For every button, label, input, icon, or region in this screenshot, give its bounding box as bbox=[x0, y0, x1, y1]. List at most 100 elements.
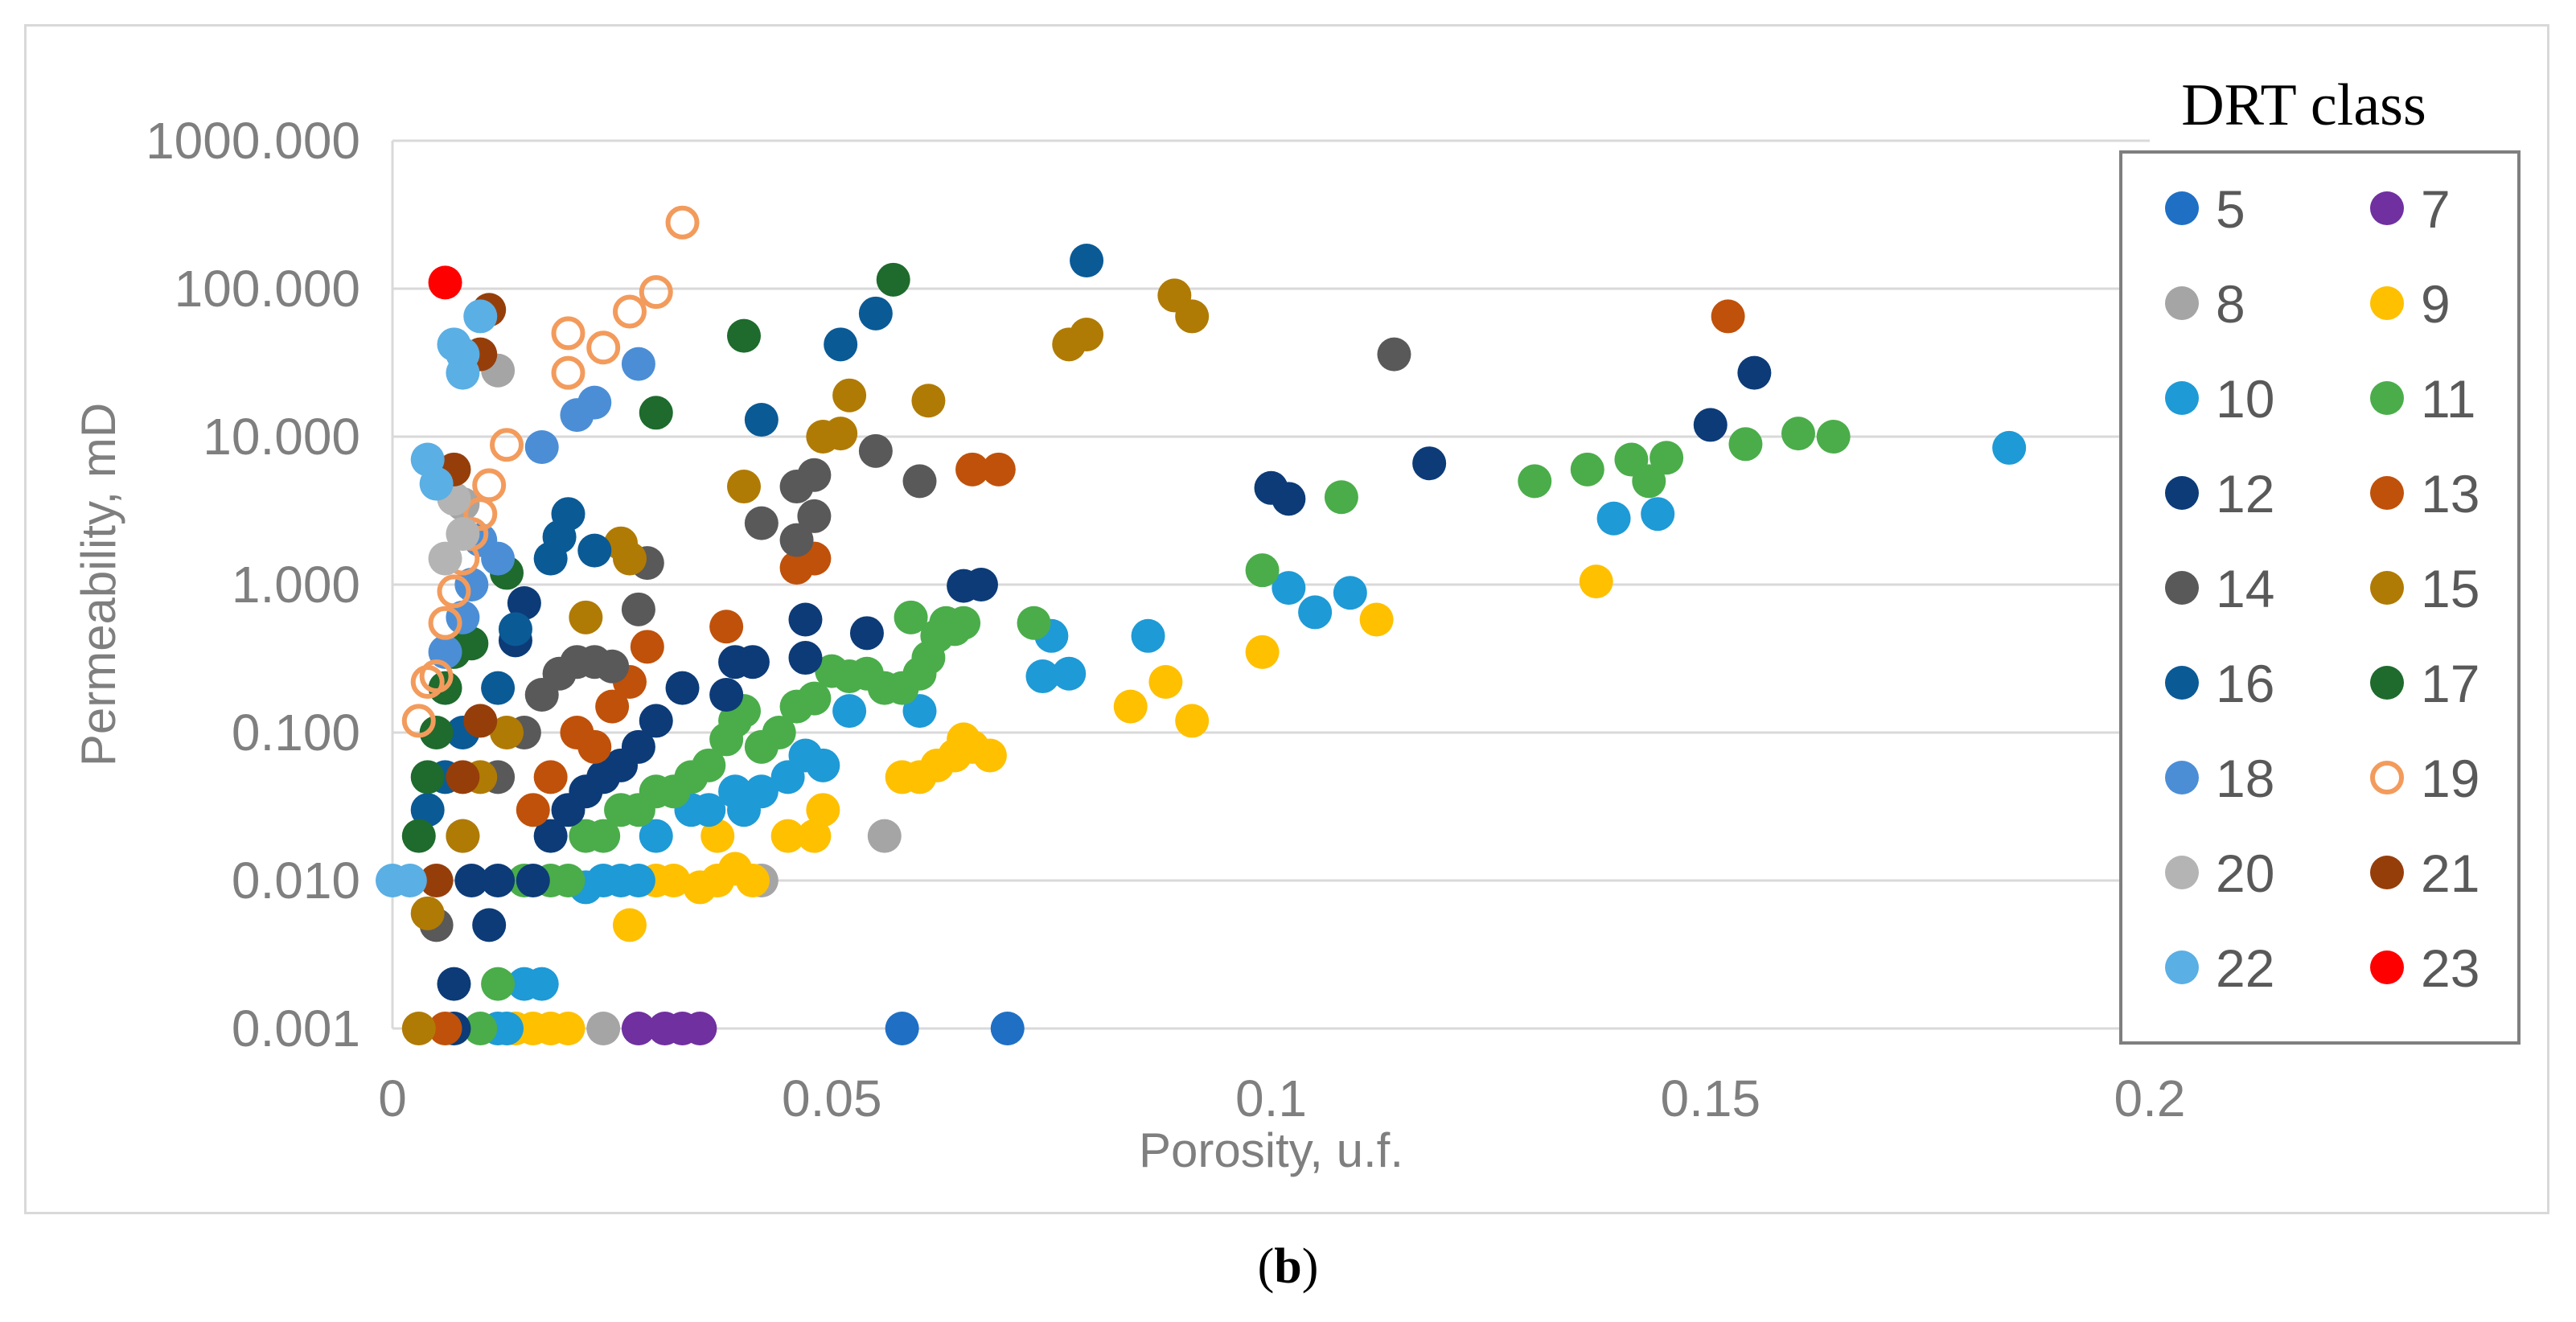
data-point-class-19 bbox=[612, 294, 647, 329]
legend-label-12: 12 bbox=[2216, 464, 2274, 523]
legend-marker-16 bbox=[2165, 666, 2199, 700]
data-point-class-14 bbox=[797, 458, 832, 492]
data-point-class-12 bbox=[481, 864, 516, 897]
data-point-class-11 bbox=[692, 748, 726, 782]
data-point-class-9 bbox=[700, 819, 735, 853]
data-point-class-8 bbox=[867, 819, 902, 853]
legend-label-20: 20 bbox=[2216, 844, 2274, 903]
data-point-class-16 bbox=[551, 497, 585, 532]
data-point-class-15 bbox=[612, 541, 647, 576]
data-point-class-13 bbox=[428, 1012, 462, 1045]
data-point-class-9 bbox=[656, 864, 691, 897]
data-point-class-10 bbox=[1992, 430, 2027, 465]
y-tick-label: 10.000 bbox=[203, 408, 360, 466]
legend-marker-10 bbox=[2165, 381, 2199, 415]
data-point-class-15 bbox=[1070, 318, 1104, 352]
x-tick-label: 0.1 bbox=[1235, 1070, 1307, 1127]
data-point-class-9 bbox=[1148, 664, 1183, 699]
legend-label-23: 23 bbox=[2421, 938, 2479, 998]
data-point-class-22 bbox=[446, 355, 480, 390]
data-point-class-9 bbox=[1579, 565, 1613, 599]
data-point-class-9 bbox=[1175, 704, 1210, 738]
data-point-class-11 bbox=[1017, 606, 1051, 640]
data-point-class-17 bbox=[639, 396, 673, 430]
y-tick-label: 1.000 bbox=[232, 556, 360, 614]
y-tick-label: 0.100 bbox=[232, 704, 360, 762]
data-point-class-18 bbox=[577, 385, 612, 420]
legend-marker-20 bbox=[2165, 856, 2199, 889]
data-point-class-13 bbox=[1711, 299, 1745, 334]
data-point-class-9 bbox=[1113, 689, 1148, 724]
data-point-class-9 bbox=[1245, 634, 1280, 669]
data-point-class-9 bbox=[972, 738, 1007, 773]
data-point-class-20 bbox=[428, 541, 462, 576]
legend-marker-15 bbox=[2370, 571, 2404, 605]
data-point-class-18 bbox=[524, 429, 559, 464]
legend-marker-19 bbox=[2370, 761, 2404, 794]
data-point-class-12 bbox=[735, 645, 770, 679]
data-point-class-19 bbox=[419, 659, 454, 694]
data-point-class-16 bbox=[858, 296, 893, 330]
legend-marker-13 bbox=[2370, 476, 2404, 510]
data-point-class-16 bbox=[824, 327, 858, 362]
data-point-class-10 bbox=[1333, 576, 1367, 610]
data-point-class-12 bbox=[621, 729, 655, 764]
data-point-class-9 bbox=[612, 908, 647, 942]
data-point-class-12 bbox=[1693, 408, 1728, 442]
data-point-class-11 bbox=[1324, 480, 1358, 515]
data-point-class-14 bbox=[902, 464, 937, 499]
data-point-class-12 bbox=[1412, 446, 1447, 481]
legend-marker-22 bbox=[2165, 950, 2199, 984]
x-axis-title: Porosity, u.f. bbox=[1139, 1123, 1403, 1177]
data-point-class-12 bbox=[639, 704, 673, 738]
data-point-class-12 bbox=[665, 671, 700, 705]
legend-label-16: 16 bbox=[2216, 654, 2274, 713]
legend-marker-18 bbox=[2165, 761, 2199, 794]
data-point-class-10 bbox=[1641, 497, 1675, 532]
data-point-class-12 bbox=[516, 864, 550, 897]
data-point-class-11 bbox=[463, 1012, 498, 1045]
data-point-class-11 bbox=[1816, 420, 1851, 454]
data-point-class-14 bbox=[779, 523, 814, 557]
data-point-class-9 bbox=[1359, 602, 1394, 637]
data-point-class-7 bbox=[621, 1012, 655, 1045]
data-point-class-10 bbox=[744, 774, 779, 809]
data-point-class-10 bbox=[1596, 501, 1631, 536]
data-point-class-13 bbox=[533, 760, 568, 794]
data-point-class-14 bbox=[858, 433, 893, 468]
data-point-class-16 bbox=[481, 671, 516, 705]
legend-label-11: 11 bbox=[2421, 369, 2476, 429]
data-point-class-11 bbox=[1570, 452, 1604, 487]
data-point-class-11 bbox=[894, 600, 928, 634]
data-point-class-21 bbox=[446, 760, 480, 794]
chart-frame: 0.001 0.010 0.100 1.000 10.000 100.000 1000.00… bbox=[24, 24, 2549, 1214]
data-points bbox=[376, 205, 2027, 1045]
data-point-class-12 bbox=[963, 568, 998, 601]
data-point-class-13 bbox=[595, 689, 630, 724]
x-tick-label: 0.15 bbox=[1660, 1070, 1760, 1127]
legend-label-17: 17 bbox=[2421, 654, 2479, 713]
data-point-class-19 bbox=[490, 428, 524, 462]
data-point-class-13 bbox=[955, 452, 990, 487]
x-tick-label: 0.2 bbox=[2114, 1070, 2186, 1127]
data-point-class-11 bbox=[481, 967, 516, 1001]
data-point-class-16 bbox=[744, 403, 779, 437]
data-point-class-10 bbox=[639, 819, 673, 853]
y-tick-labels: 0.001 0.010 0.100 1.000 10.000 100.000 1000.00… bbox=[146, 112, 360, 1057]
legend-label-13: 13 bbox=[2421, 464, 2479, 523]
y-tick-label: 1000.000 bbox=[146, 112, 360, 170]
data-point-class-15 bbox=[446, 819, 480, 853]
y-tick-label: 100.000 bbox=[175, 260, 360, 318]
legend-label-18: 18 bbox=[2216, 749, 2274, 808]
data-point-class-12 bbox=[709, 678, 744, 712]
data-point-class-13 bbox=[981, 452, 1016, 487]
gridlines bbox=[392, 139, 2150, 882]
data-point-class-10 bbox=[1131, 618, 1165, 653]
legend-marker-17 bbox=[2370, 666, 2404, 700]
legend-marker-11 bbox=[2370, 381, 2404, 415]
data-point-class-9 bbox=[806, 793, 840, 827]
data-point-class-5 bbox=[990, 1012, 1025, 1045]
data-point-class-21 bbox=[419, 864, 454, 897]
data-point-class-17 bbox=[419, 716, 454, 749]
data-point-class-17 bbox=[401, 819, 436, 853]
